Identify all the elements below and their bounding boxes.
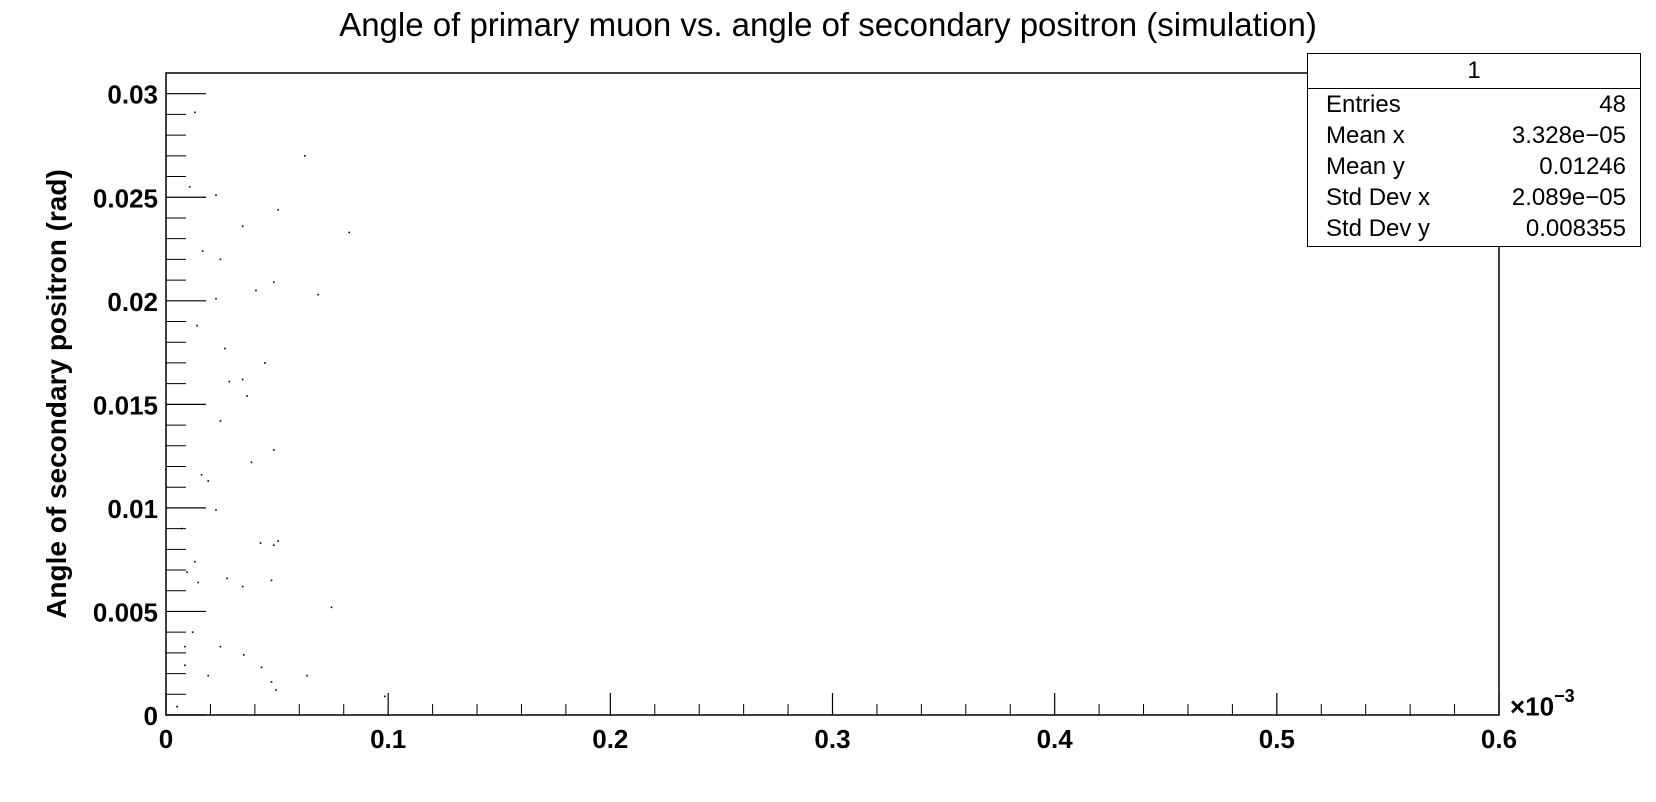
- data-point: [317, 293, 319, 296]
- data-point: [275, 689, 277, 691]
- stats-box: 1 Entries 48 Mean x 3.328e−05 Mean y 0.0124…: [1307, 53, 1641, 247]
- data-point: [200, 473, 203, 476]
- y-axis-ticks: 0 0.005 0.01 0.015 0.02 0.025 0.03: [93, 72, 206, 731]
- data-point: [384, 695, 386, 698]
- data-point: [176, 705, 178, 708]
- data-point: [272, 544, 275, 546]
- data-point: [250, 461, 253, 464]
- data-point: [194, 111, 196, 114]
- x-tick-label: 0.1: [370, 724, 406, 754]
- data-point: [188, 186, 191, 188]
- y-axis-title: Angle of secondary positron (rad): [41, 169, 72, 619]
- data-points: [176, 111, 386, 708]
- x-tick-label: 0.3: [814, 724, 850, 754]
- data-point: [219, 258, 222, 261]
- data-point: [270, 681, 273, 683]
- y-tick-label: 0: [144, 701, 158, 731]
- data-point: [226, 577, 228, 580]
- data-point: [186, 571, 188, 573]
- data-point: [330, 606, 333, 609]
- data-point: [241, 378, 244, 381]
- plot-frame: [165, 72, 1500, 716]
- x-tick-label: 0.5: [1259, 724, 1295, 754]
- data-point: [241, 585, 244, 588]
- data-point: [180, 527, 183, 530]
- data-point: [228, 380, 231, 383]
- data-point: [255, 289, 257, 292]
- data-point: [184, 664, 186, 667]
- data-point: [215, 297, 217, 300]
- data-point: [260, 666, 263, 669]
- data-point: [207, 674, 210, 677]
- stats-row-mean-x: Mean x 3.328e−05: [1326, 122, 1626, 149]
- data-point: [224, 347, 226, 350]
- x-axis-ticks: 0 0.1 0.2 0.3 0.4 0.5 0.6: [159, 693, 1517, 754]
- data-point: [348, 231, 351, 234]
- y-tick-label: 0.01: [107, 494, 158, 524]
- data-point: [215, 194, 217, 196]
- stats-box-header: 1: [1308, 54, 1640, 89]
- data-point: [219, 420, 222, 422]
- data-point: [194, 560, 196, 563]
- y-tick-label: 0.03: [107, 80, 158, 110]
- x-tick-label: 0.4: [1037, 724, 1074, 754]
- y-tick-label: 0.02: [107, 287, 158, 317]
- chart-title: Angle of primary muon vs. angle of secon…: [339, 6, 1317, 43]
- data-point: [270, 579, 273, 582]
- data-point: [184, 645, 186, 648]
- data-point: [259, 542, 262, 544]
- data-point: [277, 208, 279, 211]
- data-point: [272, 281, 275, 283]
- x-tick-label: 0.6: [1481, 724, 1517, 754]
- x-axis-multiplier: ×10−3: [1510, 686, 1575, 722]
- y-tick-label: 0.015: [93, 390, 158, 420]
- y-tick-label: 0.005: [93, 597, 158, 627]
- data-point: [272, 449, 275, 451]
- data-point: [304, 155, 306, 157]
- data-point: [264, 362, 266, 364]
- stats-row-mean-y: Mean y 0.01246: [1326, 153, 1626, 180]
- data-point: [306, 674, 308, 677]
- data-point: [196, 324, 198, 327]
- data-point: [246, 395, 248, 397]
- y-tick-label: 0.025: [93, 183, 158, 213]
- x-tick-label: 0.2: [592, 724, 628, 754]
- stats-row-entries: Entries 48: [1326, 91, 1626, 118]
- data-point: [191, 631, 194, 633]
- data-point: [207, 480, 210, 482]
- data-point: [201, 250, 204, 252]
- stats-row-stddev-x: Std Dev x 2.089e−05: [1326, 184, 1626, 211]
- data-point: [219, 645, 222, 648]
- data-point: [277, 540, 279, 542]
- stats-row-stddev-y: Std Dev y 0.008355: [1326, 215, 1626, 242]
- data-point: [215, 509, 217, 511]
- x-tick-label: 0: [159, 724, 173, 754]
- data-point: [242, 654, 245, 656]
- data-point: [197, 581, 200, 584]
- data-point: [241, 225, 244, 228]
